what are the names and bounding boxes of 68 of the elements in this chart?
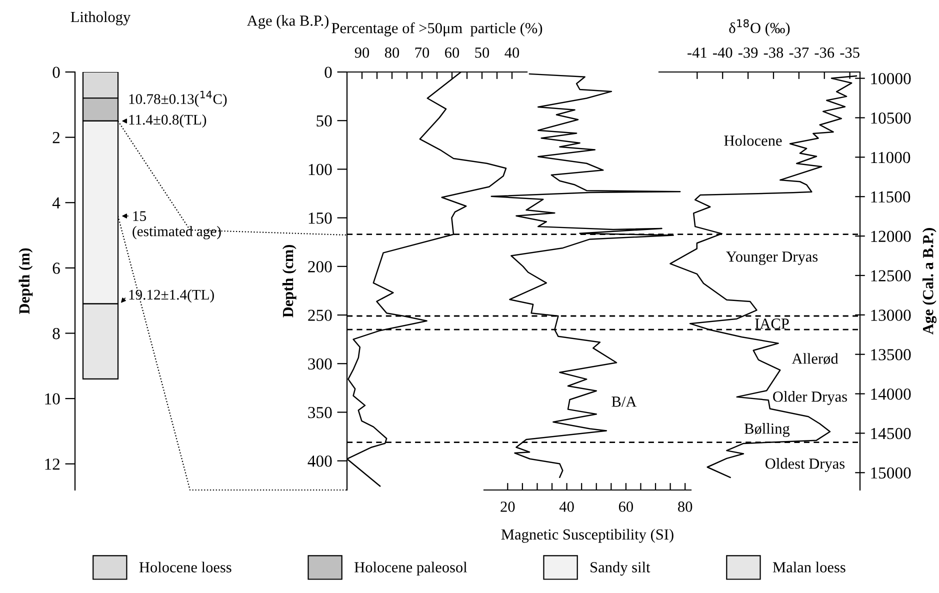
text: Age (ka B.P.): [246, 15, 328, 29]
x-tick-label: 60: [618, 502, 633, 512]
y-tick-label: 400: [308, 456, 332, 467]
y-tick-label: 300: [308, 358, 332, 370]
y2-tick-label: 12500: [871, 270, 911, 282]
x-tick-label: -40: [712, 47, 732, 58]
annotation: Oldest Dryas: [766, 458, 845, 472]
y-tick-label: 200: [308, 261, 332, 272]
y-tick-label: 4: [52, 197, 60, 208]
y-tick-label: 10: [45, 393, 60, 405]
y-tick-label: 6: [52, 262, 60, 274]
y2-tick-label: 13500: [871, 349, 911, 360]
y-tick-label: 50: [316, 115, 332, 127]
x-tick-label: 90: [354, 47, 370, 58]
x-tick-label: 60: [445, 47, 460, 58]
x-axis-title: Magnetic Susceptibility (SI): [501, 528, 674, 543]
x-tick-label: 40: [559, 502, 574, 512]
text: 15 (estimated age): [132, 211, 221, 240]
annotation: B/A: [612, 396, 637, 407]
annotation: Allerød: [792, 353, 838, 364]
x-tick-label: 20: [500, 502, 515, 512]
chart-title: Lithology: [70, 11, 131, 26]
legend-label: Holocene paleosol: [354, 562, 468, 576]
x-tick-label: -41: [688, 48, 706, 58]
x-tick-label: 80: [384, 47, 400, 58]
text: 10.78±0.13($^{14}$C): [129, 90, 227, 107]
x-axis-title: Percentage of >50μm particle (%): [332, 22, 542, 36]
y-tick-label: 150: [308, 212, 332, 224]
y-tick-label: 8: [52, 328, 60, 340]
text: 19.12±1.4(TL): [129, 289, 214, 303]
y2-axis-title: Age (Cal. a B.P.): [922, 228, 936, 334]
x-tick-label: -38: [764, 47, 784, 58]
y2-tick-label: 15000: [871, 467, 911, 479]
y2-tick-label: 10500: [871, 112, 911, 124]
y-tick-label: 12: [45, 458, 60, 470]
annotation: Younger Dryas: [726, 252, 818, 265]
annotation: Holocene: [724, 135, 782, 146]
y-tick-label: 100: [308, 164, 332, 176]
x-tick-label: -35: [840, 48, 860, 58]
x-tick-label: -39: [738, 48, 758, 58]
y-tick-label: 250: [308, 310, 332, 321]
y2-tick-label: 12000: [871, 230, 911, 242]
y2-tick-label: 14000: [871, 388, 911, 400]
y-tick-label: 2: [52, 132, 60, 144]
y-axis-title: Depth (cm): [282, 244, 296, 318]
legend-label: Malan loess: [772, 562, 846, 572]
y2-tick-label: 14500: [871, 428, 911, 440]
annotation: Older Dryas: [773, 391, 847, 405]
y2-tick-label: 11500: [871, 191, 910, 203]
x-tick-label: 70: [415, 47, 430, 58]
y-tick-label: 0: [52, 66, 60, 78]
legend-label: Sandy silt: [590, 562, 650, 576]
annotation: Bølling: [744, 423, 790, 437]
y-tick-label: 0: [324, 66, 332, 78]
annotation: IACP: [755, 318, 789, 329]
y2-tick-label: 11000: [871, 152, 910, 164]
y2-tick-label: 13000: [871, 310, 911, 321]
x-tick-label: -36: [814, 48, 834, 58]
y-tick-label: 350: [308, 406, 332, 418]
y2-tick-label: 10000: [871, 73, 911, 84]
text: 11.4±0.8(TL): [129, 114, 206, 128]
y-axis-title: Depth (m): [18, 248, 33, 314]
x-tick-label: -37: [789, 48, 809, 58]
x-tick-label: 80: [678, 502, 692, 512]
x-tick-label: 40: [504, 47, 520, 58]
x-tick-label: 50: [475, 47, 490, 58]
x-axis-title: δ$^{18}$O (‰): [729, 19, 790, 36]
legend-label: Holocene loess: [139, 562, 232, 572]
